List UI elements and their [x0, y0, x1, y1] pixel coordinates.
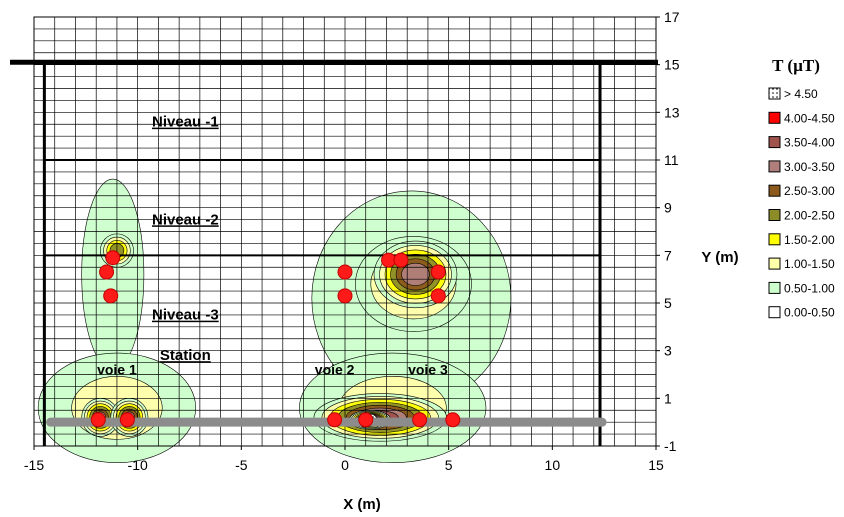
measurement-point	[430, 264, 446, 280]
legend-entry-label: 1.50-2.00	[784, 233, 835, 247]
annotation-label: voie 1	[97, 362, 137, 378]
x-tick-label: -10	[128, 457, 148, 473]
x-tick-label: 15	[648, 457, 664, 473]
annotation-label: Niveau -3	[152, 307, 219, 324]
y-tick-label: 1	[664, 390, 672, 406]
y-tick-label: 13	[664, 104, 680, 120]
legend-swatch	[768, 209, 781, 221]
plot-area: Niveau -1 Niveau -2 Niveau -3 Station voie 1…	[10, 9, 680, 473]
legend-title: T (µT)	[772, 56, 820, 75]
legend-entry-label: 1.00-1.50	[784, 257, 835, 271]
legend-swatch	[768, 184, 781, 197]
measurement-point	[337, 264, 353, 280]
x-tick-label: 10	[545, 457, 561, 473]
y-tick-label: 3	[664, 343, 672, 359]
y-tick-label: -1	[664, 438, 677, 454]
legend-swatch	[768, 257, 781, 270]
legend-swatch	[768, 306, 781, 319]
measurement-point	[430, 288, 446, 304]
legend-entry-label: 0.50-1.00	[784, 281, 835, 295]
measurement-point	[327, 412, 343, 428]
annotation-label: Station	[160, 347, 211, 364]
legend-entry-label: 4.00-4.50	[784, 111, 835, 125]
legend-swatch	[768, 233, 781, 246]
measurement-point	[103, 288, 119, 304]
y-tick-label: 5	[664, 295, 672, 311]
legend-entry-label: 3.50-4.00	[784, 136, 835, 150]
y-tick-label: 17	[664, 9, 680, 25]
measurement-point	[105, 250, 121, 266]
legend-swatch	[768, 160, 781, 173]
measurement-point	[99, 264, 115, 280]
y-axis-title: Y (m)	[701, 249, 738, 266]
legend-entry-label: > 4.50	[784, 87, 818, 101]
measurement-point	[119, 412, 135, 428]
legend-entry-label: 3.00-3.50	[784, 160, 835, 174]
measurement-point	[90, 412, 106, 428]
legend-entry-label: 0.00-0.50	[784, 306, 835, 320]
legend-swatch	[768, 136, 781, 149]
legend-swatch	[768, 281, 781, 294]
measurement-point	[337, 288, 353, 304]
legend-swatch	[768, 111, 781, 124]
annotation-label: Niveau -1	[152, 114, 219, 131]
measurement-point	[381, 252, 397, 268]
x-tick-label: 5	[445, 457, 453, 473]
measurement-point	[412, 412, 428, 428]
legend: T (µT) > 4.50 4.00-4.50 3.50-4.00 3.00-3.50…	[768, 56, 835, 320]
legend-entry-label: 2.50-3.00	[784, 184, 835, 198]
y-tick-label: 15	[664, 57, 680, 73]
y-tick-label: 9	[664, 200, 672, 216]
x-tick-label: -5	[235, 457, 248, 473]
legend-swatch	[768, 87, 781, 100]
x-axis-title: X (m)	[343, 496, 381, 513]
x-tick-label: 0	[341, 457, 349, 473]
y-tick-label: 7	[664, 247, 672, 263]
annotation-label: voie 3	[408, 362, 448, 378]
x-tick-label: -15	[24, 457, 44, 473]
y-tick-label: 11	[664, 152, 679, 168]
measurement-point	[358, 412, 374, 428]
annotation-label: voie 2	[315, 362, 355, 378]
annotation-label: Niveau -2	[152, 211, 219, 228]
legend-entry-label: 2.00-2.50	[784, 209, 835, 223]
measurement-point	[393, 252, 409, 268]
contour-band	[401, 262, 430, 286]
measurement-point	[445, 412, 461, 428]
